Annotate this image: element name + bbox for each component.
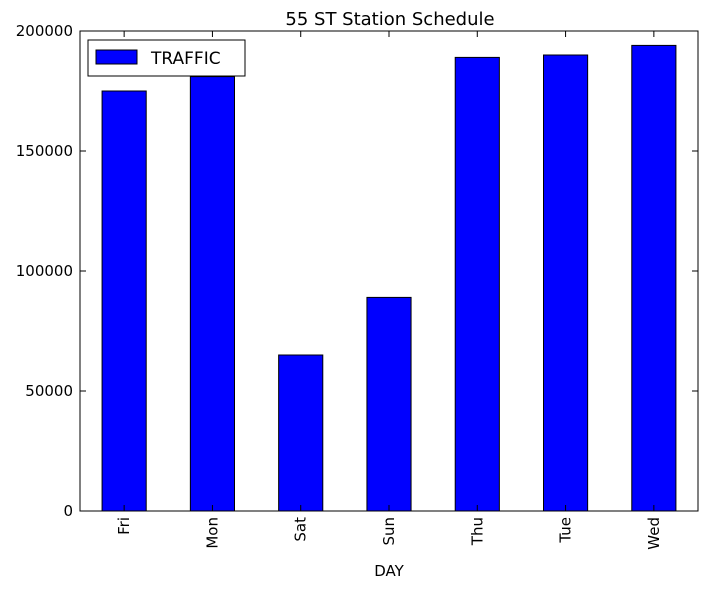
bar-sun [366,296,412,512]
bar-thu [454,56,500,512]
x-tick-label-fri: Fri [115,517,133,535]
y-tick-label: 50000 [25,382,73,400]
x-tick-label-thu: Thu [468,517,486,546]
bar-mon [189,76,236,512]
x-tick-label-sun: Sun [380,517,398,546]
legend: TRAFFIC [87,39,246,77]
chart-title: 55 ST Station Schedule [285,9,494,30]
x-tick-label-sat: Sat [292,517,310,542]
bars-group [101,44,677,512]
x-axis: Fri Mon Sat Sun Thu Tue Wed [115,31,663,550]
bar-wed [631,44,677,512]
legend-swatch-traffic [95,49,138,65]
y-tick-label: 100000 [16,262,73,280]
y-tick-label: 0 [63,502,73,520]
x-tick-label-wed: Wed [645,517,663,550]
bar-fri [101,90,147,512]
x-tick-label-tue: Tue [557,517,575,544]
y-axis: 0 50000 100000 150000 200000 [16,22,698,520]
bar-sat [278,354,324,512]
x-tick-label-mon: Mon [203,517,221,549]
bar-tue [543,54,589,512]
x-axis-label: DAY [374,562,404,580]
y-tick-label: 150000 [16,142,73,160]
y-tick-label: 200000 [16,22,73,40]
legend-label-traffic: TRAFFIC [150,49,221,69]
